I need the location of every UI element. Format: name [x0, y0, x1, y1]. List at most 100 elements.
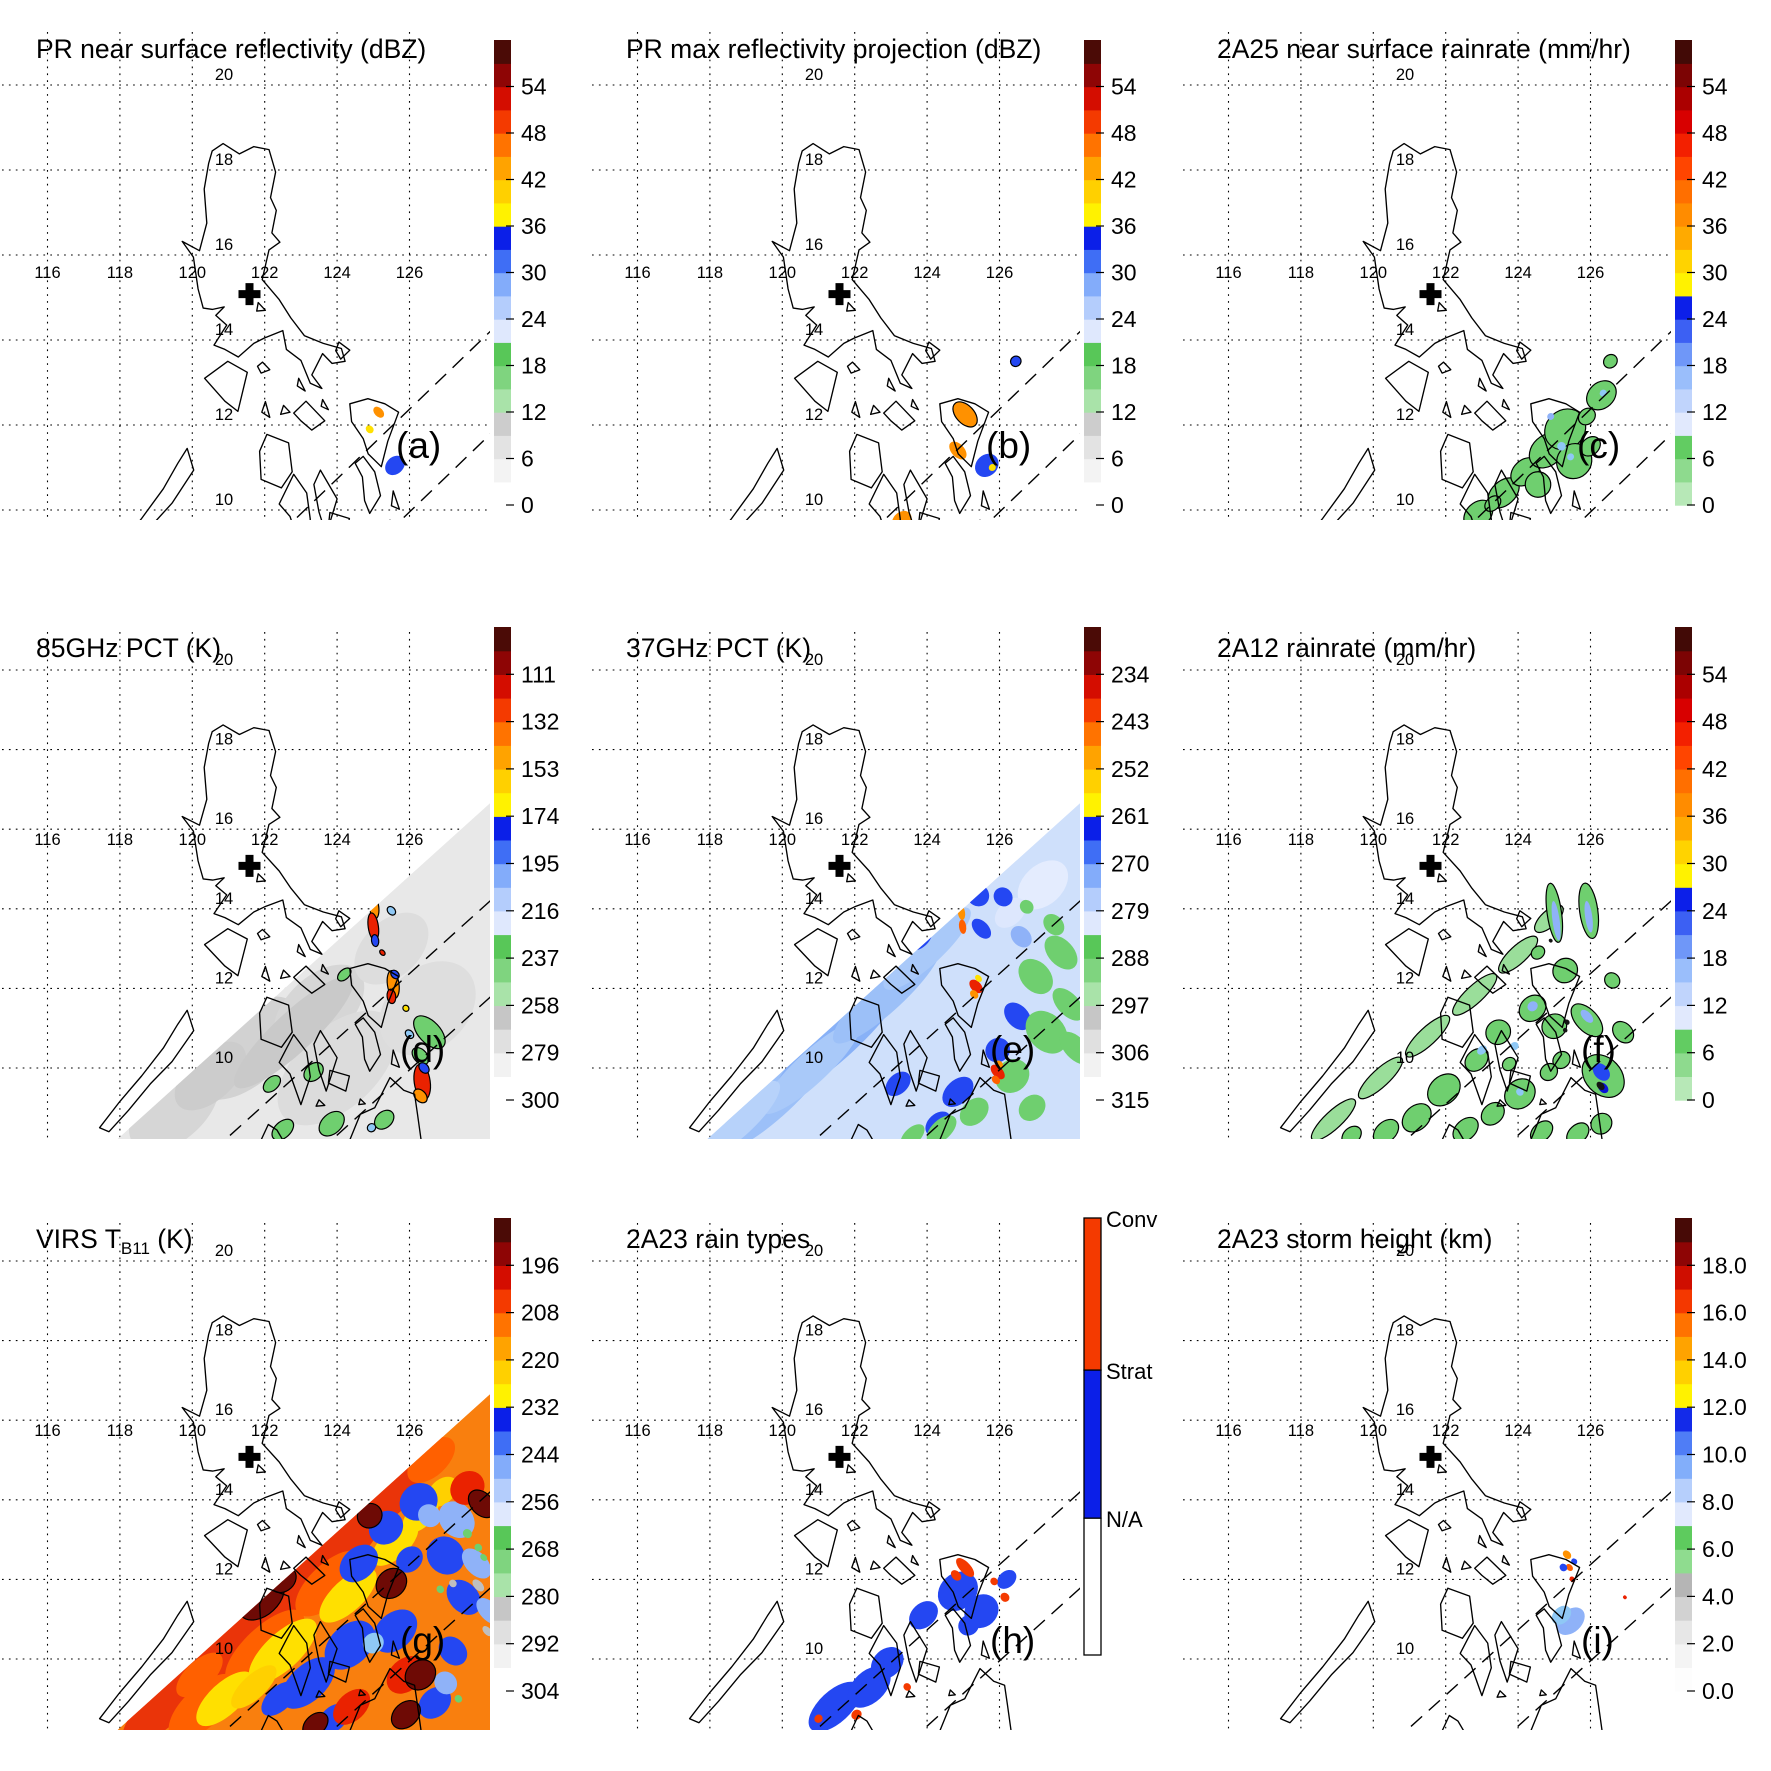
colorbar-tick-label: 42 [1702, 756, 1728, 782]
svg-text:20: 20 [805, 66, 823, 84]
svg-text:120: 120 [179, 1422, 207, 1440]
colorbar-tick-label: 24 [1111, 306, 1137, 332]
svg-text:124: 124 [1504, 831, 1532, 849]
lat-labels: 20 18 16 14 12 10 [805, 66, 823, 509]
svg-text:124: 124 [323, 831, 351, 849]
panel-h: 116 118 120 122 124 126 20 18 16 14 12 10 2A23 rain … [590, 1180, 1181, 1771]
colorbar-tick-label: 292 [521, 1630, 559, 1656]
lat-labels: 20 18 16 14 12 10 [1395, 66, 1413, 509]
colorbar-tick-label: 12 [521, 399, 547, 425]
colorbar-tick-label: 30 [521, 260, 547, 286]
panel-letter: (g) [400, 1620, 445, 1661]
colorbar-tick-label: 4.0 [1702, 1583, 1734, 1609]
colorbar-tick-label: 36 [1702, 213, 1728, 239]
svg-text:20: 20 [805, 1242, 823, 1260]
colorbar-tick-label: 0 [1111, 492, 1124, 518]
swath-data [892, 355, 1022, 520]
colorbar-category-label: Conv [1106, 1207, 1157, 1232]
colorbar-tick-label: 256 [521, 1488, 559, 1514]
svg-text:14: 14 [1395, 1480, 1413, 1498]
svg-text:14: 14 [805, 890, 823, 908]
svg-text:18: 18 [215, 151, 233, 169]
svg-text:20: 20 [805, 651, 823, 669]
svg-text:120: 120 [1359, 264, 1387, 282]
colorbar: 196 208 220 232 244 256 268 280 292 304 [494, 1217, 560, 1704]
colorbar: 54 48 42 36 30 24 18 12 6 0 [1674, 627, 1728, 1113]
colorbar-tick-label: 36 [1702, 804, 1728, 830]
colorbar-tick-label: 24 [1702, 306, 1728, 332]
svg-text:20: 20 [1395, 66, 1413, 84]
philippines-coastline [1279, 1314, 1603, 1730]
panel-letter: (h) [990, 1620, 1035, 1661]
colorbar-tick-label: 244 [521, 1441, 560, 1467]
svg-text:116: 116 [34, 831, 60, 849]
panel-letter: (e) [990, 1029, 1035, 1070]
panel-title: 2A23 rain types [626, 1224, 810, 1254]
svg-text:18: 18 [805, 731, 823, 749]
svg-text:116: 116 [1215, 1422, 1241, 1440]
colorbar-tick-label: 42 [1111, 167, 1137, 193]
svg-text:20: 20 [215, 1242, 233, 1260]
svg-text:120: 120 [1359, 831, 1387, 849]
svg-text:12: 12 [805, 1560, 823, 1578]
colorbar-tick-label: 111 [521, 662, 556, 688]
svg-text:18: 18 [215, 731, 233, 749]
colorbar-tick-label: 243 [1111, 709, 1149, 735]
colorbar-tick-label: 18 [1702, 353, 1728, 379]
panel-i: 116 118 120 122 124 126 20 18 16 14 12 10 2A23 storm… [1180, 1180, 1771, 1771]
colorbar-tick-label: 258 [521, 993, 559, 1019]
colorbar-tick-label: 232 [521, 1394, 559, 1420]
map-grid [1182, 1222, 1671, 1730]
colorbar-tick-label: 54 [1702, 74, 1728, 100]
colorbar-tick-label: 48 [1702, 120, 1728, 146]
svg-text:18: 18 [805, 151, 823, 169]
svg-text:18: 18 [215, 1321, 233, 1339]
svg-text:122: 122 [251, 264, 279, 282]
svg-text:16: 16 [215, 1401, 233, 1419]
storm-center-marker [238, 283, 261, 306]
colorbar-categorical: Conv Strat N/A [1083, 1207, 1158, 1656]
colorbar-tick-label: 42 [521, 167, 547, 193]
panel-title: 37GHz PCT (K) [626, 633, 811, 663]
lat-labels: 20 18 16 14 12 10 [1395, 1242, 1413, 1658]
svg-text:12: 12 [215, 406, 233, 424]
svg-text:116: 116 [1215, 831, 1241, 849]
lon-labels: 116 118 120 122 124 126 [1215, 264, 1604, 282]
colorbar: 54 48 42 36 30 24 18 12 6 0 [1084, 40, 1137, 518]
svg-text:16: 16 [1395, 1401, 1413, 1419]
pr-swath-boundary-lines [1405, 1490, 1671, 1730]
colorbar-category-label: Strat [1106, 1359, 1152, 1384]
svg-text:126: 126 [986, 1422, 1014, 1440]
lon-labels: 116 118 120 122 124 126 [625, 264, 1014, 282]
svg-text:10: 10 [1395, 1640, 1413, 1658]
colorbar-tick-label: 208 [521, 1299, 559, 1325]
pr-swath-boundary-lines [815, 1490, 1081, 1730]
colorbar-tick-label: 216 [521, 898, 559, 924]
panel-letter: (f) [1581, 1029, 1616, 1070]
pr-swath-boundary-lines [224, 900, 490, 1140]
map-grid [1182, 632, 1671, 1140]
lat-labels: 20 18 16 14 12 10 [805, 651, 823, 1067]
svg-text:10: 10 [1395, 1049, 1413, 1067]
svg-text:126: 126 [396, 1422, 424, 1440]
panel-letter: (c) [1577, 425, 1620, 466]
panel-letter: (i) [1581, 1620, 1614, 1661]
storm-center-marker [1419, 283, 1442, 306]
colorbar-tick-label: 234 [1111, 662, 1150, 688]
svg-text:126: 126 [986, 831, 1014, 849]
svg-text:118: 118 [697, 264, 723, 282]
colorbar-tick-label: 54 [521, 74, 547, 100]
philippines-coastline [139, 142, 401, 520]
colorbar-tick-label: 268 [521, 1536, 559, 1562]
svg-text:14: 14 [215, 890, 233, 908]
philippines-coastline [98, 1314, 422, 1730]
svg-text:120: 120 [769, 831, 797, 849]
panel-letter: (a) [396, 425, 441, 466]
lon-labels: 116 118 120 122 124 126 [34, 831, 423, 849]
svg-text:14: 14 [1395, 890, 1413, 908]
colorbar-tick-label: 54 [1702, 662, 1728, 688]
philippines-coastline [98, 724, 422, 1140]
colorbar-tick-label: 12 [1702, 993, 1728, 1019]
storm-center-marker [828, 1445, 851, 1468]
